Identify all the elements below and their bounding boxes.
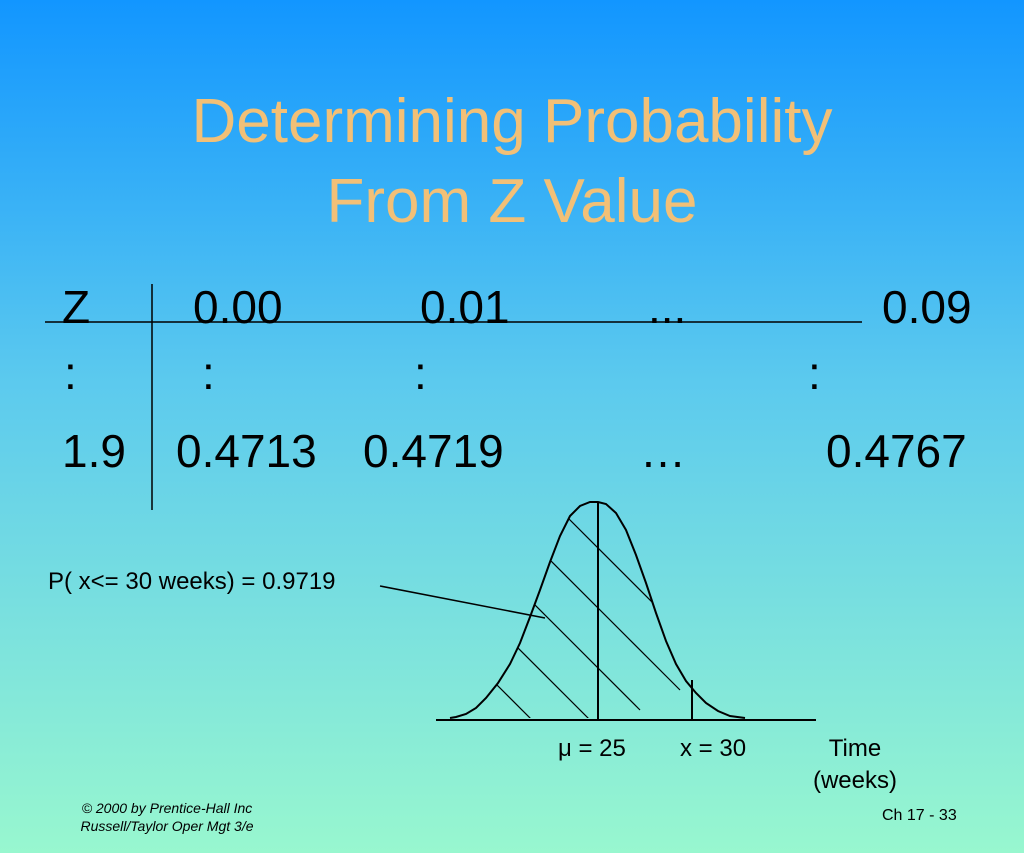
axis-label-line-1: Time xyxy=(828,735,882,762)
title-line-2: From Z Value xyxy=(326,167,698,236)
probability-pointer xyxy=(379,585,546,619)
ellipsis-z: : xyxy=(64,347,77,399)
row-ellipsis: … xyxy=(640,425,686,477)
x-value-label: x = 30 xyxy=(680,735,747,762)
page-number: Ch 17 - 33 xyxy=(882,807,957,824)
mean-label: μ = 25 xyxy=(558,735,626,762)
ellipsis-001: : xyxy=(414,347,427,399)
ellipsis-000: : xyxy=(202,347,215,399)
row-value-001: 0.4719 xyxy=(363,425,504,477)
axis-label: Time (weeks) xyxy=(800,733,910,797)
footer-book: Russell/Taylor Oper Mgt 3/e xyxy=(80,818,254,834)
footer-credits: © 2000 by Prentice-Hall Inc Russell/Tayl… xyxy=(62,799,272,835)
probability-label: P( x<= 30 weeks) = 0.9719 xyxy=(48,568,336,595)
normal-curve xyxy=(449,501,746,719)
slide-title: Determining Probability From Z Value xyxy=(0,82,1024,242)
axis-label-line-2: (weeks) xyxy=(812,767,897,794)
title-line-1: Determining Probability xyxy=(191,87,833,156)
row-z-value: 1.9 xyxy=(62,425,126,477)
row-value-000: 0.4713 xyxy=(176,425,317,477)
ellipsis-009: : xyxy=(808,347,821,399)
row-value-009: 0.4767 xyxy=(826,425,967,477)
col-header-009: 0.09 xyxy=(882,281,972,333)
footer-copyright: © 2000 by Prentice-Hall Inc xyxy=(81,800,253,816)
